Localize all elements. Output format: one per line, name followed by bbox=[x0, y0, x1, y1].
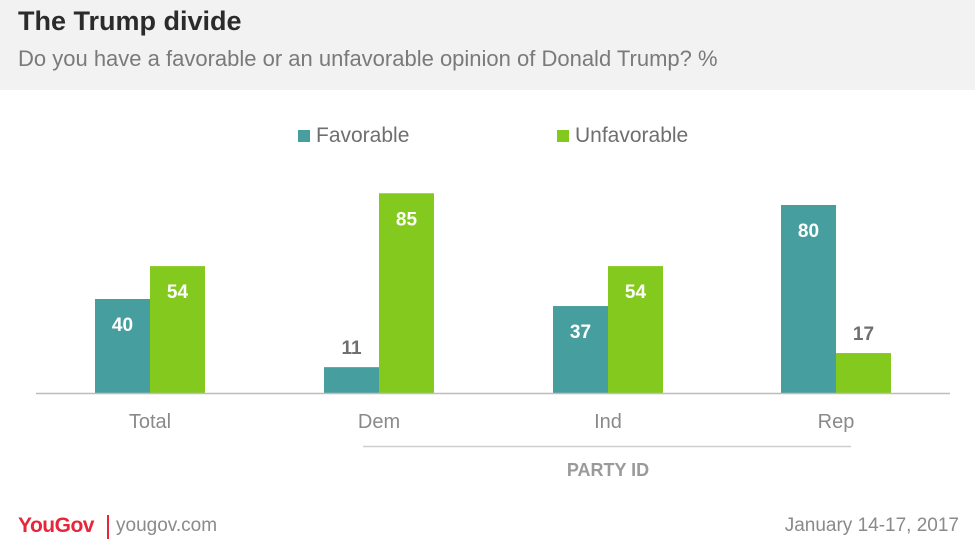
bar-favorable-dem bbox=[324, 367, 379, 393]
bar-unfavorable-dem bbox=[379, 193, 434, 393]
bar-unfavorable-total bbox=[150, 266, 205, 393]
data-label-favorable-total: 40 bbox=[112, 315, 133, 336]
chart-subtitle: Do you have a favorable or an unfavorabl… bbox=[18, 46, 718, 71]
party-id-label: PARTY ID bbox=[567, 460, 649, 480]
footer-date: January 14-17, 2017 bbox=[784, 515, 959, 536]
data-label-unfavorable-dem: 85 bbox=[396, 209, 418, 230]
bar-unfavorable-rep bbox=[836, 353, 891, 393]
data-label-unfavorable-rep: 17 bbox=[853, 324, 874, 345]
data-label-favorable-rep: 80 bbox=[798, 221, 819, 242]
bar-favorable-total bbox=[95, 299, 150, 393]
legend-item-favorable: Favorable bbox=[298, 124, 409, 148]
header-band: The Trump divide Do you have a favorable… bbox=[0, 0, 975, 90]
category-label-dem: Dem bbox=[358, 411, 400, 433]
footer-divider bbox=[107, 515, 109, 539]
yougov-logo: YouGov bbox=[18, 514, 94, 537]
bar-unfavorable-ind bbox=[608, 266, 663, 393]
bar-favorable-ind bbox=[553, 306, 608, 393]
legend-item-unfavorable: Unfavorable bbox=[557, 124, 688, 148]
legend-swatch-favorable bbox=[298, 130, 310, 142]
legend-swatch-unfavorable bbox=[557, 130, 569, 142]
data-label-favorable-ind: 37 bbox=[570, 322, 591, 343]
footer-site: yougov.com bbox=[116, 515, 218, 536]
category-label-ind: Ind bbox=[594, 411, 622, 433]
chart-title: The Trump divide bbox=[18, 6, 242, 36]
category-label-total: Total bbox=[129, 411, 171, 433]
legend-label-favorable: Favorable bbox=[316, 124, 410, 147]
data-label-unfavorable-ind: 54 bbox=[625, 282, 647, 303]
legend-label-unfavorable: Unfavorable bbox=[575, 124, 689, 147]
data-label-favorable-dem: 11 bbox=[341, 338, 362, 359]
legend: Favorable Unfavorable bbox=[0, 124, 975, 152]
category-label-rep: Rep bbox=[818, 411, 855, 433]
data-label-unfavorable-total: 54 bbox=[167, 282, 189, 303]
bar-favorable-rep bbox=[781, 205, 836, 393]
